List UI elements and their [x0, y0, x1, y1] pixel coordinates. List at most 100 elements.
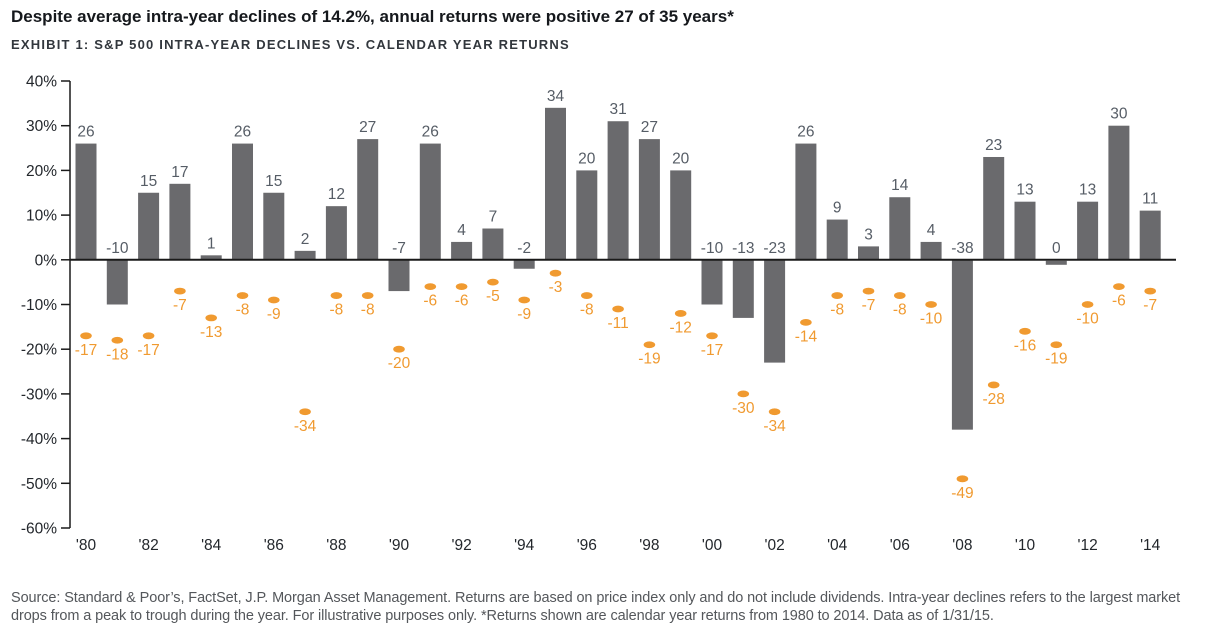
bar-label: 4	[927, 222, 936, 239]
bar-label: 20	[672, 150, 690, 167]
bar-label: 23	[985, 137, 1002, 154]
decline-label: -19	[1045, 351, 1067, 368]
bar-label: -13	[732, 240, 754, 257]
decline-dot	[831, 292, 843, 299]
bar-label: 34	[547, 88, 565, 105]
bar	[826, 219, 848, 260]
bar-label: 31	[609, 101, 626, 118]
x-tick-label: '00	[702, 537, 723, 554]
bar	[482, 228, 504, 260]
bar-label: 27	[359, 119, 376, 136]
decline-dot	[487, 278, 499, 286]
y-tick-label: -50%	[21, 476, 57, 493]
x-tick-label: '98	[639, 537, 659, 554]
decline-dot	[361, 292, 374, 299]
bar-label: 13	[1016, 182, 1033, 199]
decline-label: -8	[361, 302, 375, 319]
decline-dot	[612, 305, 624, 313]
bar-label: 2	[301, 231, 310, 248]
bar-label: 15	[140, 173, 157, 190]
chart-svg: 40% 30% 20% 10% 0% -10% -20% -30% -40% -50% -60% 26…	[21, 74, 1176, 554]
decline-dot	[205, 314, 217, 322]
bar-label: 20	[578, 150, 596, 167]
y-tick-label: 0%	[35, 252, 58, 269]
decline-dot	[518, 296, 530, 304]
y-tick-label: 30%	[26, 118, 57, 135]
x-tick-label: '08	[952, 537, 972, 554]
exhibit-subtitle: EXHIBIT 1: S&P 500 INTRA-YEAR DECLINES V…	[11, 37, 570, 52]
bar	[1014, 201, 1036, 260]
bar	[670, 170, 692, 260]
decline-label: -34	[294, 418, 317, 435]
decline-dot	[674, 310, 687, 317]
bar	[920, 241, 942, 260]
bar	[1108, 125, 1130, 260]
bar	[263, 192, 285, 260]
page-title: Despite average intra-year declines of 1…	[11, 7, 734, 26]
y-tick-label: -10%	[21, 297, 57, 314]
bar-label: -10	[701, 240, 724, 257]
bar-label: 26	[797, 124, 814, 141]
decline-label: -8	[830, 302, 844, 319]
bar	[169, 183, 191, 260]
decline-label: -19	[638, 351, 660, 368]
decline-label: -6	[423, 293, 437, 310]
x-tick-label: '10	[1015, 537, 1036, 554]
bar	[701, 259, 723, 305]
bar	[138, 192, 160, 260]
decline-label: -5	[486, 288, 500, 305]
bar-label: 9	[833, 200, 842, 217]
bar	[764, 259, 786, 363]
bar-label: -7	[392, 240, 406, 257]
bar-label: 4	[457, 222, 466, 239]
bar	[889, 197, 911, 260]
bar	[451, 241, 473, 260]
decline-label: -30	[732, 400, 755, 417]
decline-dot	[424, 283, 437, 291]
bar-label: -23	[763, 240, 785, 257]
x-tick-label: '96	[577, 537, 597, 554]
decline-dot	[706, 332, 718, 340]
x-tick-label: '12	[1077, 537, 1097, 554]
bar-label: 15	[265, 173, 282, 190]
decline-label: -17	[701, 342, 723, 359]
decline-label: -12	[669, 319, 691, 336]
bar	[200, 255, 222, 260]
bar-label: 0	[1052, 240, 1061, 257]
x-tick-label: '86	[264, 537, 284, 554]
bar	[576, 170, 598, 260]
bar	[75, 143, 97, 260]
decline-dot	[894, 292, 906, 299]
decline-label: -20	[388, 355, 411, 372]
bar-label: 3	[864, 226, 873, 243]
bar-label: 12	[328, 186, 345, 203]
y-tick-label: -30%	[21, 386, 57, 403]
decline-dot	[1081, 301, 1094, 308]
bar	[607, 121, 629, 260]
bar	[513, 259, 535, 269]
x-tick-label: '84	[201, 537, 222, 554]
bar	[795, 143, 817, 260]
decline-label: -8	[580, 302, 594, 319]
bar-label: 26	[234, 124, 251, 141]
decline-label: -7	[173, 297, 187, 314]
bar-label: -2	[517, 240, 531, 257]
bar	[1139, 210, 1161, 260]
y-tick-label: 20%	[26, 163, 57, 180]
bar	[294, 250, 316, 260]
decline-dot	[956, 475, 969, 483]
bar-label: -10	[106, 240, 129, 257]
bar	[1045, 260, 1067, 265]
decline-dot	[737, 390, 750, 398]
decline-dot	[330, 292, 343, 299]
bar	[419, 143, 441, 260]
decline-dot	[299, 408, 311, 416]
decline-dot	[581, 292, 593, 299]
x-tick-label: '90	[389, 537, 410, 554]
decline-label: -8	[893, 302, 907, 319]
x-tick-label: '94	[514, 537, 535, 554]
decline-dot	[142, 332, 155, 340]
decline-dot	[1144, 287, 1156, 295]
decline-dot	[987, 381, 1000, 389]
